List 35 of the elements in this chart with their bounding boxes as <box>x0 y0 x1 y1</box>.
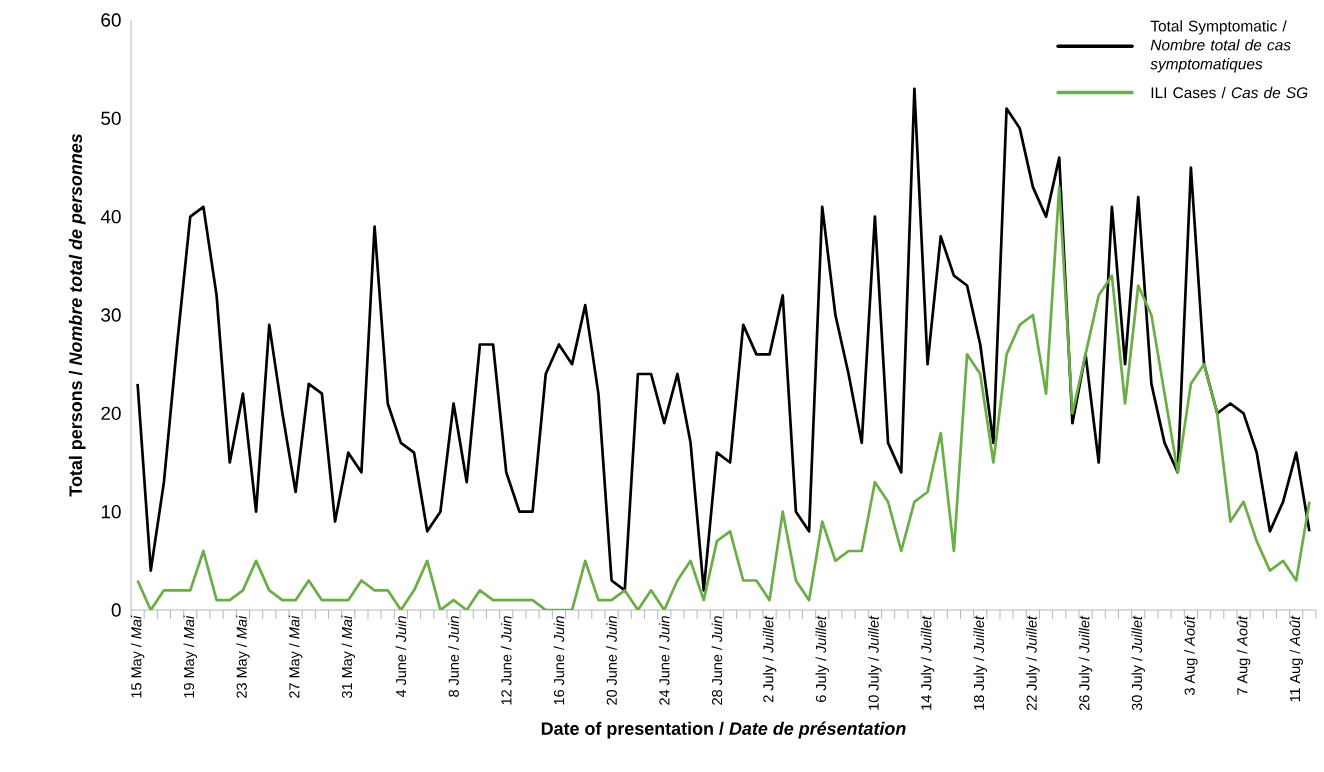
x-tick-label: 23 May / Mai <box>236 615 250 698</box>
y-tick-label: 40 <box>100 209 121 224</box>
x-tick-label: 20 June / Juin <box>606 616 617 705</box>
x-tick-label: 27 May / Mai <box>288 615 303 698</box>
x-tick-label: 30 July / Juillet <box>1131 615 1145 711</box>
x-tick-label: 19 May / Mai <box>183 615 197 698</box>
x-tick-label: 10 July / Juillet <box>868 615 882 710</box>
x-tick-label: 11 Aug / Août <box>1289 615 1303 702</box>
y-tick-label: 20 <box>101 406 121 421</box>
y-tick-label: 0 <box>111 603 121 617</box>
x-tick-label: 7 Aug / Août <box>1236 615 1251 695</box>
x-tick-label: 26 July / Juillet <box>1078 615 1093 711</box>
x-tick-label: 14 July / Juillet <box>920 615 935 710</box>
y-tick-label: 60 <box>101 13 121 27</box>
line-series <box>136 87 1311 592</box>
legend-label: Total Symptomatic / Nombre total de cas symptomatiques <box>1150 20 1291 73</box>
x-axis-title: Date of presentation / Date de présentation <box>541 721 906 739</box>
x-tick-label: 31 May / Mai <box>341 615 355 698</box>
y-axis-title: Total persons / Nombre total de personnes <box>68 133 86 497</box>
x-tick-label: 15 May / Mai <box>130 615 145 698</box>
x-tick-label: 18 July / Juillet <box>973 615 987 710</box>
x-tick-label: 4 June / Juin <box>395 616 407 698</box>
y-tick-label: 10 <box>101 504 121 519</box>
x-tick-label: 22 July / Juillet <box>1026 615 1040 711</box>
x-tick-label: 3 Aug / Août <box>1184 615 1198 695</box>
x-tick-label: 8 June / Juin <box>448 616 459 697</box>
y-tick-label: 50 <box>101 111 121 126</box>
x-tick-label: 6 July / Juillet <box>815 615 829 702</box>
legend-label: ILI Cases / Cas de SG <box>1151 86 1308 99</box>
x-tick-label: 12 June / Juin <box>500 616 512 705</box>
y-tick-label: 30 <box>101 308 121 322</box>
x-tick-label: 24 June / Juin <box>658 616 670 705</box>
x-tick-label: 16 June / Juin <box>553 616 565 705</box>
x-tick-label: 2 July / Juillet <box>762 615 777 702</box>
x-tick-label: 28 June / Juin <box>711 616 723 705</box>
